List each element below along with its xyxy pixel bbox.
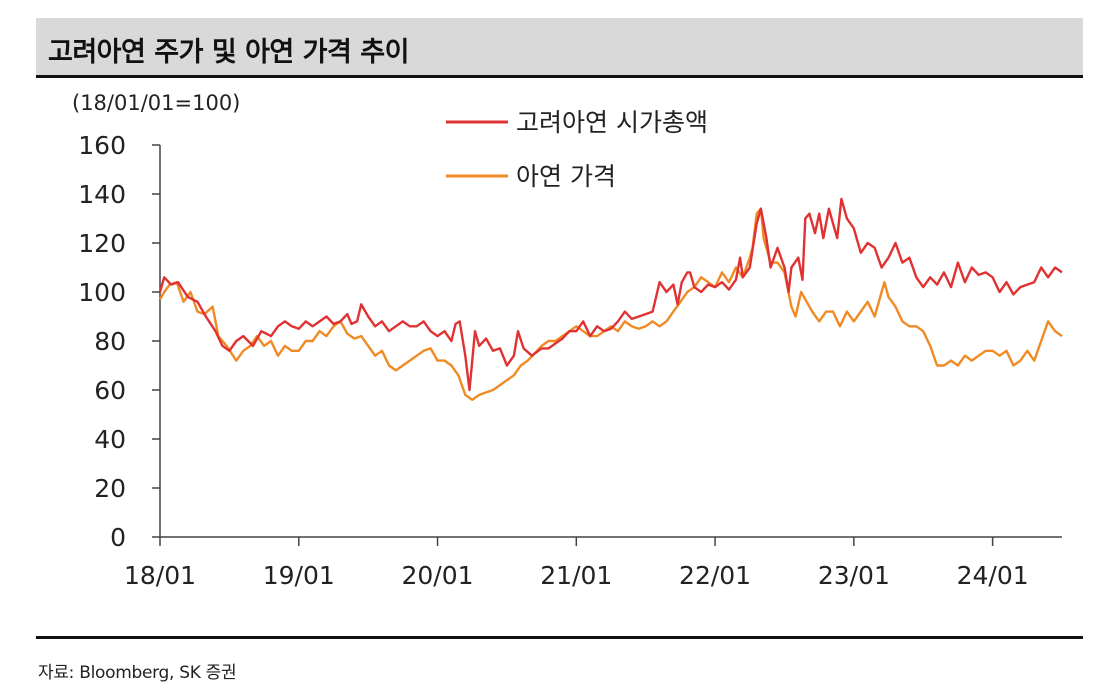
line-chart: (18/01/01=100) 0 20 40 60 80 100 120 140 160 18/… xyxy=(72,91,1063,590)
y-tick-label: 80 xyxy=(94,327,126,356)
x-tick-label: 23/01 xyxy=(818,561,890,590)
y-tick-label: 0 xyxy=(110,523,126,552)
y-tick-label: 100 xyxy=(78,278,126,307)
x-tick-label: 18/01 xyxy=(124,561,196,590)
y-tick-label: 60 xyxy=(94,376,126,405)
legend-label: 아연 가격 xyxy=(516,162,616,191)
legend-label: 고려아연 시가총액 xyxy=(516,108,708,137)
x-axis-ticks: 18/01 19/01 20/01 21/01 22/01 23/01 24/01 xyxy=(124,537,1029,590)
y-tick-label: 20 xyxy=(94,474,126,503)
title-bar: 고려아연 주가 및 아연 가격 추이 xyxy=(36,18,1083,78)
bottom-rule xyxy=(36,636,1083,639)
y-tick-label: 140 xyxy=(78,180,126,209)
x-tick-label: 20/01 xyxy=(402,561,474,590)
y-tick-label: 160 xyxy=(78,131,126,160)
y-axis-unit-note: (18/01/01=100) xyxy=(72,91,240,115)
x-tick-label: 22/01 xyxy=(679,561,751,590)
y-tick-label: 40 xyxy=(94,425,126,454)
y-axis-ticks: 0 20 40 60 80 100 120 140 160 xyxy=(78,131,160,552)
series-group xyxy=(158,197,1063,401)
x-tick-label: 19/01 xyxy=(263,561,335,590)
source-note: 자료: Bloomberg, SK 증권 xyxy=(38,663,237,683)
series-line-market-cap xyxy=(158,197,1063,392)
chart-title: 고려아연 주가 및 아연 가격 추이 xyxy=(48,37,409,68)
x-tick-label: 24/01 xyxy=(957,561,1029,590)
series-line-zinc-price xyxy=(158,207,1063,401)
x-tick-label: 21/01 xyxy=(540,561,612,590)
y-tick-label: 120 xyxy=(78,229,126,258)
